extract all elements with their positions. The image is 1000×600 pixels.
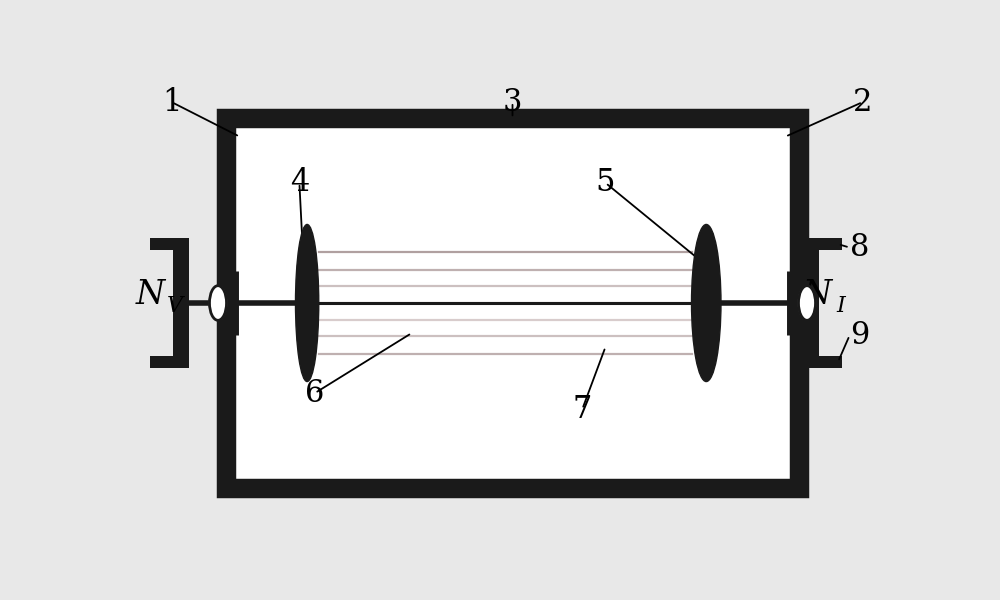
- Ellipse shape: [209, 286, 227, 320]
- Text: 5: 5: [596, 167, 615, 199]
- Text: I: I: [837, 295, 845, 317]
- Ellipse shape: [296, 224, 319, 382]
- Text: N: N: [802, 278, 832, 311]
- Bar: [803, 238, 819, 368]
- Bar: [173, 238, 189, 368]
- Ellipse shape: [798, 286, 816, 320]
- Ellipse shape: [692, 224, 721, 382]
- Text: 8: 8: [850, 232, 869, 263]
- Text: 1: 1: [162, 86, 181, 118]
- Text: 4: 4: [290, 167, 309, 199]
- Text: 3: 3: [503, 86, 522, 118]
- Bar: [819, 238, 842, 250]
- Bar: [150, 356, 173, 368]
- Text: 2: 2: [853, 86, 873, 118]
- Text: 7: 7: [573, 394, 592, 425]
- Bar: [226, 118, 799, 488]
- Bar: [150, 238, 173, 250]
- Text: 6: 6: [305, 377, 325, 409]
- Text: N: N: [136, 278, 165, 311]
- Text: V: V: [167, 295, 183, 317]
- Text: 9: 9: [850, 320, 869, 351]
- Bar: [819, 356, 842, 368]
